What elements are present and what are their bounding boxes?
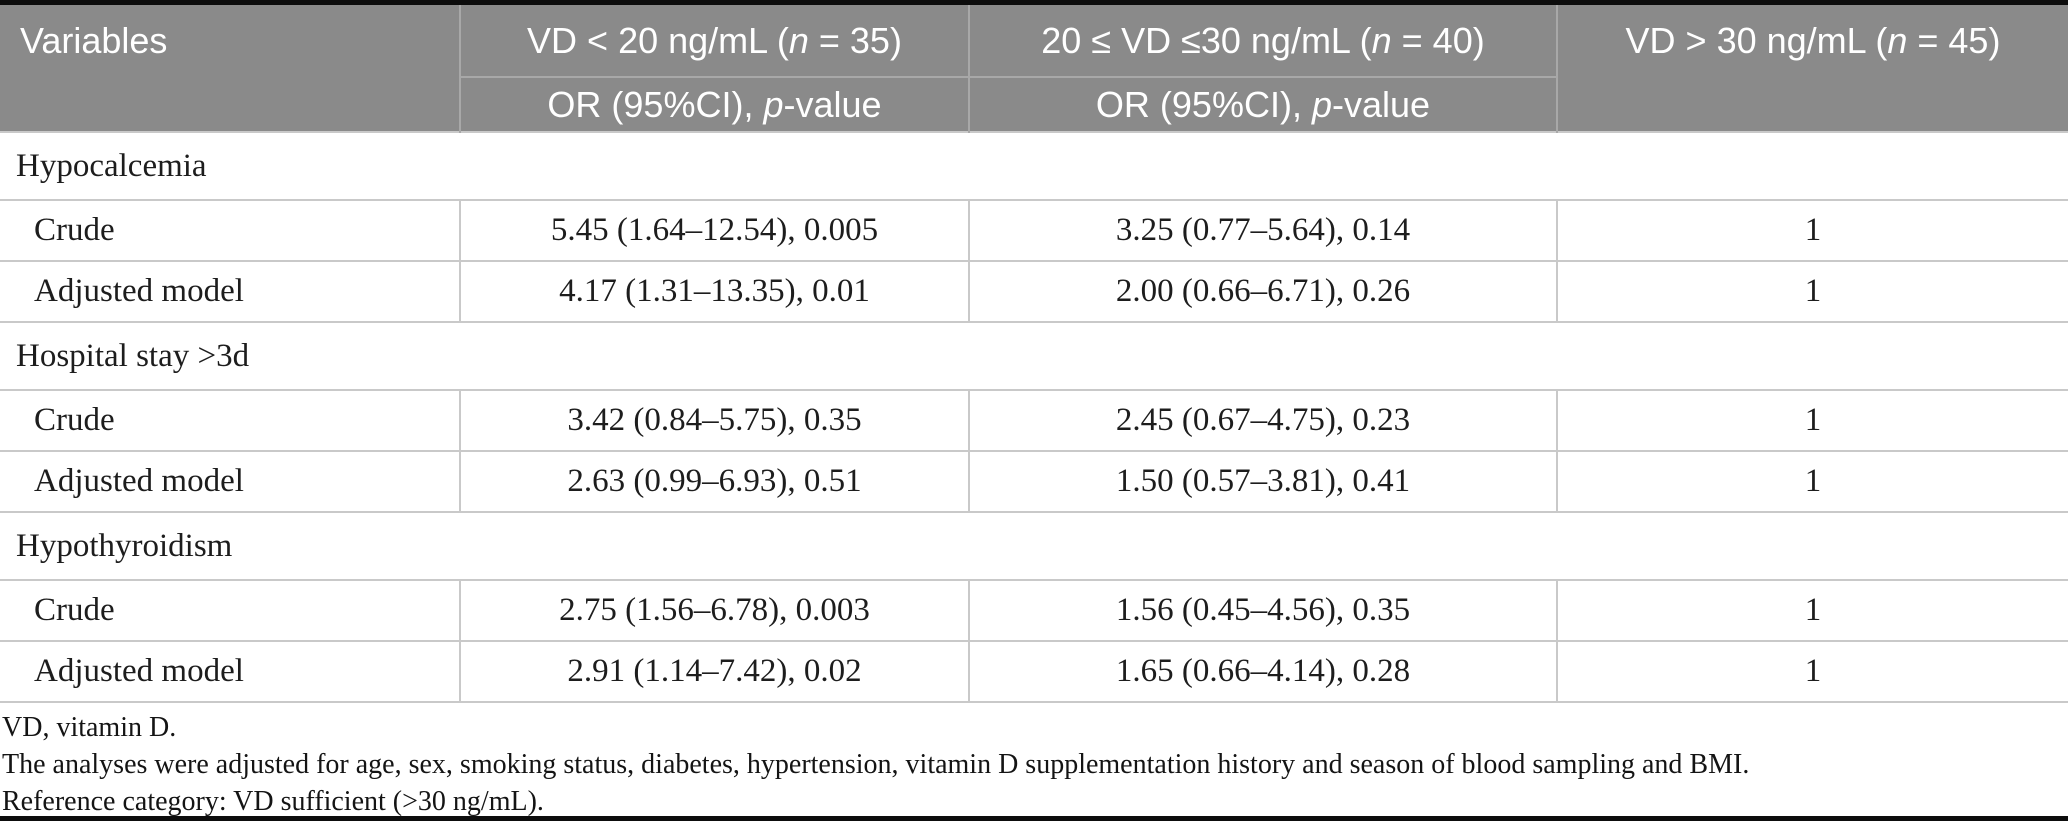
column-header-vd-20to30: 20 ≤ VD ≤30 ng/mL (n = 40): [968, 5, 1557, 78]
variables-label: Variables: [20, 20, 168, 61]
vd-20to30-n: n: [1371, 19, 1392, 61]
section-title: Hospital stay >3d: [0, 321, 2068, 390]
footnote-abbreviation: VD, vitamin D.: [2, 712, 177, 743]
table-row: Crude 3.42 (0.84–5.75), 0.35 2.45 (0.67–…: [0, 389, 2068, 451]
reference-value: 1: [1556, 579, 2068, 641]
or-ci-value: 3.42 (0.84–5.75), 0.35: [459, 389, 969, 451]
vd-20to30-count: = 40): [1391, 19, 1485, 61]
table-row: Adjusted model 2.91 (1.14–7.42), 0.02 1.…: [0, 640, 2068, 703]
reference-value: 1: [1556, 199, 2068, 261]
vd-gt30-count: = 45): [1907, 20, 2001, 61]
or-ci-value: 3.25 (0.77–5.64), 0.14: [968, 199, 1557, 261]
or-ci-text: OR (95%CI),: [547, 83, 764, 125]
vd-gt30-text: VD > 30 ng/mL (: [1625, 20, 1888, 61]
or-ci-value: 1.50 (0.57–3.81), 0.41: [968, 450, 1557, 512]
row-label: Adjusted model: [0, 450, 460, 512]
p-italic: p: [1311, 83, 1332, 125]
section-title: Hypothyroidism: [0, 511, 2068, 580]
vd-lt20-n: n: [788, 19, 809, 61]
row-label: Crude: [0, 389, 460, 451]
or-ci-value: 5.45 (1.64–12.54), 0.005: [459, 199, 969, 261]
or-ci-value: 2.75 (1.56–6.78), 0.003: [459, 579, 969, 641]
section-row-hospital-stay: Hospital stay >3d: [0, 321, 2068, 390]
odds-ratio-table: Variables VD < 20 ng/mL (n = 35) 20 ≤ VD…: [0, 5, 2068, 703]
bottom-rule: [0, 816, 2068, 821]
or-ci-value: 2.63 (0.99–6.93), 0.51: [459, 450, 969, 512]
table-row: Crude 5.45 (1.64–12.54), 0.005 3.25 (0.7…: [0, 199, 2068, 261]
top-rule: [0, 0, 2068, 5]
footnote-reference-category: Reference category: VD sufficient (>30 n…: [2, 786, 544, 817]
reference-value: 1: [1556, 640, 2068, 703]
or-ci-text: OR (95%CI),: [1095, 83, 1312, 125]
column-header-vd-gt30: VD > 30 ng/mL (n = 45): [1556, 5, 2068, 132]
table-row: Adjusted model 4.17 (1.31–13.35), 0.01 2…: [0, 260, 2068, 322]
or-ci-value: 1.65 (0.66–4.14), 0.28: [968, 640, 1557, 703]
row-label: Adjusted model: [0, 640, 460, 703]
p-italic: p: [763, 83, 784, 125]
or-ci-value: 1.56 (0.45–4.56), 0.35: [968, 579, 1557, 641]
vd-20to30-text: 20 ≤ VD ≤30 ng/mL (: [1041, 19, 1372, 61]
row-label: Adjusted model: [0, 260, 460, 322]
section-title: Hypocalcemia: [0, 131, 2068, 200]
column-header-vd-lt20: VD < 20 ng/mL (n = 35): [459, 5, 969, 78]
vd-lt20-text: VD < 20 ng/mL (: [527, 19, 789, 61]
column-header-variables: Variables: [0, 5, 460, 132]
table-footnotes: VD, vitamin D. The analyses were adjuste…: [0, 703, 2068, 820]
p-value-text: -value: [1332, 83, 1431, 125]
vd-gt30-n: n: [1887, 20, 1908, 61]
table-row: Adjusted model 2.63 (0.99–6.93), 0.51 1.…: [0, 450, 2068, 512]
section-row-hypothyroidism: Hypothyroidism: [0, 511, 2068, 580]
or-ci-value: 4.17 (1.31–13.35), 0.01: [459, 260, 969, 322]
reference-value: 1: [1556, 450, 2068, 512]
or-ci-value: 2.45 (0.67–4.75), 0.23: [968, 389, 1557, 451]
or-ci-value: 2.00 (0.66–6.71), 0.26: [968, 260, 1557, 322]
row-label: Crude: [0, 199, 460, 261]
footnote-adjustments: The analyses were adjusted for age, sex,…: [2, 749, 1750, 780]
subheader-or-ci-col3: OR (95%CI), p-value: [968, 77, 1557, 132]
section-row-hypocalcemia: Hypocalcemia: [0, 131, 2068, 200]
p-value-text: -value: [783, 83, 882, 125]
table-row: Crude 2.75 (1.56–6.78), 0.003 1.56 (0.45…: [0, 579, 2068, 641]
reference-value: 1: [1556, 260, 2068, 322]
or-ci-value: 2.91 (1.14–7.42), 0.02: [459, 640, 969, 703]
reference-value: 1: [1556, 389, 2068, 451]
vd-lt20-count: = 35): [808, 19, 902, 61]
row-label: Crude: [0, 579, 460, 641]
table-body: Hypocalcemia Crude 5.45 (1.64–12.54), 0.…: [0, 131, 2068, 703]
subheader-or-ci-col2: OR (95%CI), p-value: [459, 77, 969, 132]
table-header: Variables VD < 20 ng/mL (n = 35) 20 ≤ VD…: [0, 5, 2068, 132]
